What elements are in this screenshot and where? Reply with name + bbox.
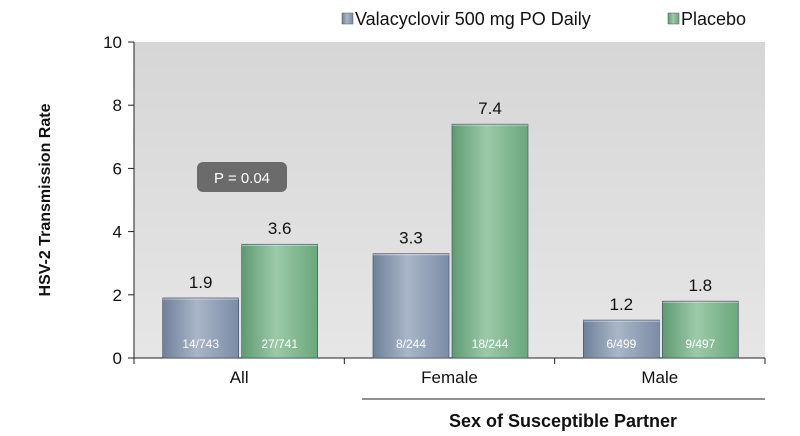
- value-label-placebo-all: 3.6: [268, 219, 292, 238]
- category-label-male: Male: [641, 368, 678, 387]
- legend-swatch-placebo: [667, 12, 680, 25]
- fraction-label-placebo-male: 9/497: [685, 337, 715, 351]
- bar-valacyclovir-male: [583, 319, 660, 359]
- fraction-label-valacyclovir-female: 8/244: [396, 337, 426, 351]
- value-label-placebo-female: 7.4: [478, 99, 502, 118]
- fraction-label-valacyclovir-male: 6/499: [606, 337, 636, 351]
- y-tick-label: 0: [113, 349, 122, 368]
- p-value-annotation: P = 0.04: [197, 162, 287, 192]
- category-label-female: Female: [421, 368, 478, 387]
- p-value-box: [197, 162, 287, 192]
- plot-area: [134, 42, 765, 358]
- y-axis-label: HSV-2 Transmission Rate: [37, 103, 54, 296]
- category-label-all: All: [230, 368, 249, 387]
- fraction-label-placebo-female: 18/244: [472, 337, 509, 351]
- legend-swatch-valacyclovir: [341, 12, 354, 25]
- y-tick-label: 8: [113, 96, 122, 115]
- fraction-label-valacyclovir-all: 14/743: [182, 337, 219, 351]
- bar-valacyclovir-all: [162, 297, 239, 359]
- bar-valacyclovir-female: [372, 253, 450, 359]
- p-value-text: P = 0.04: [214, 170, 270, 187]
- legend: Valacyclovir 500 mg PO Daily Placebo: [341, 9, 746, 29]
- fraction-label-placebo-all: 27/741: [261, 337, 298, 351]
- bar-placebo-female: [451, 123, 529, 359]
- bar-placebo-all: [241, 243, 318, 359]
- value-label-valacyclovir-female: 3.3: [399, 229, 423, 248]
- bar-placebo-male: [662, 300, 739, 359]
- value-label-valacyclovir-all: 1.9: [189, 273, 213, 292]
- y-tick-label: 6: [113, 159, 122, 178]
- y-tick-label: 2: [113, 286, 122, 305]
- legend-label-placebo: Placebo: [681, 9, 746, 29]
- value-label-placebo-male: 1.8: [689, 276, 713, 295]
- value-label-valacyclovir-male: 1.2: [610, 295, 634, 314]
- group-title: Sex of Susceptible Partner: [449, 411, 677, 431]
- y-tick-label: 10: [103, 33, 122, 52]
- y-tick-label: 4: [113, 223, 122, 242]
- legend-label-valacyclovir: Valacyclovir 500 mg PO Daily: [355, 9, 591, 29]
